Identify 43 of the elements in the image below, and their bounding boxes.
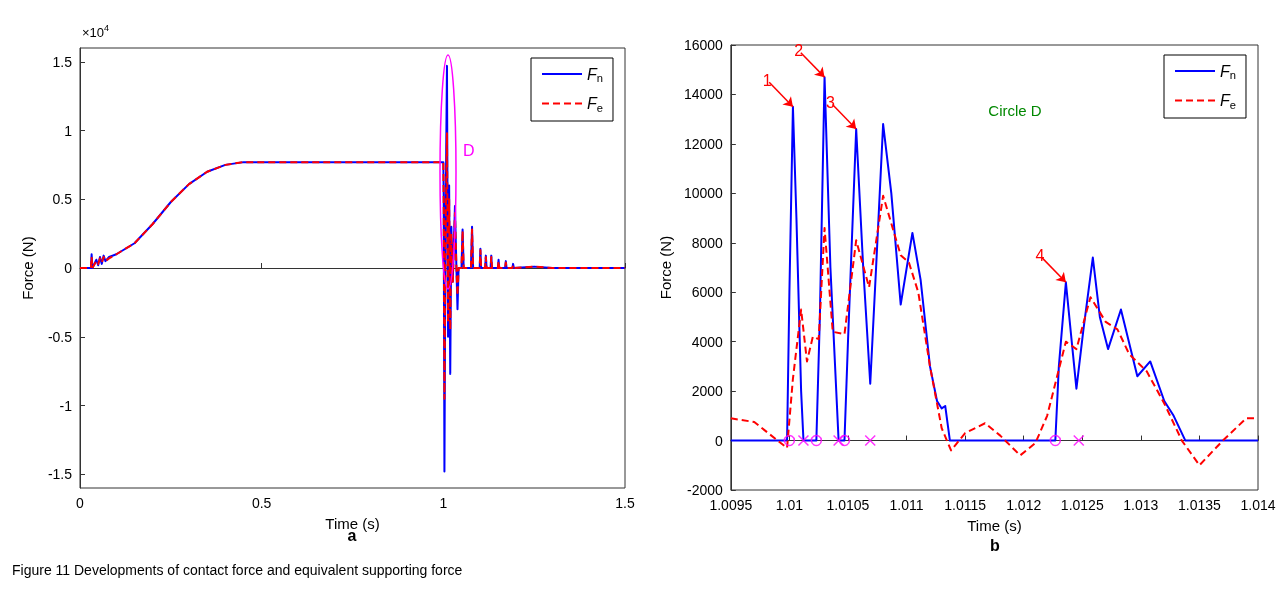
y-tick-label: 10000	[683, 185, 724, 202]
x-axis-title: Time (s)	[967, 517, 1022, 534]
y-axis-title: Force (N)	[19, 236, 36, 300]
x-tick-label: 1.0135	[1178, 497, 1222, 513]
y-tick-label: 0	[64, 260, 73, 276]
x-tick-label: 1.0095	[709, 497, 753, 513]
annotation: Circle D	[988, 101, 1042, 119]
y-tick-label: -1.5	[47, 466, 73, 483]
y-tick-label: 16000	[683, 37, 724, 53]
y-tick-label: 14000	[683, 86, 724, 103]
x-tick-label: 1.0115	[944, 497, 987, 513]
x-tick-label: 0.5	[251, 495, 272, 511]
x-tick-label: 1.013	[1123, 497, 1159, 513]
y-tick-label: 1.5	[52, 53, 73, 70]
y-tick-label: 4000	[691, 333, 724, 350]
text: b	[990, 536, 1001, 554]
annotation: 4	[1035, 247, 1045, 265]
y-tick-label: 0	[715, 432, 724, 449]
y-tick-label: 2000	[691, 383, 724, 400]
y-tick-label: -0.5	[47, 328, 73, 345]
x-tick-label: 1	[439, 495, 448, 511]
x-tick-label: 1.012	[1006, 497, 1042, 513]
x-tick-label: 1.0125	[1060, 497, 1104, 513]
caption: Figure 11 Developments of contact force and equivalent supporting force	[12, 562, 463, 578]
annotation: 1	[762, 71, 772, 89]
y-tick-label: 6000	[691, 284, 724, 301]
annotation: 2	[794, 42, 804, 60]
y-tick-label: 8000	[691, 234, 724, 251]
y-tick-label: 0.5	[52, 191, 73, 208]
y-tick-label: 12000	[683, 135, 724, 152]
y-tick-label: 1	[64, 122, 73, 139]
line-series	[79, 132, 626, 400]
y-tick-label: -1	[59, 397, 73, 414]
x-tick-label: 1.01	[775, 497, 804, 513]
annotation: D	[463, 141, 475, 159]
x-tick-label: 1.5	[615, 495, 635, 511]
x-tick-label: 1.0105	[826, 497, 870, 513]
y-axis-title: Force (N)	[657, 235, 674, 300]
annotation: 3	[825, 93, 835, 111]
y-tick-label: -2000	[687, 482, 724, 498]
x-tick-label: 0	[76, 495, 85, 511]
x-tick-label: 1.011	[889, 497, 924, 513]
x-tick-label: 1.014	[1240, 497, 1276, 513]
